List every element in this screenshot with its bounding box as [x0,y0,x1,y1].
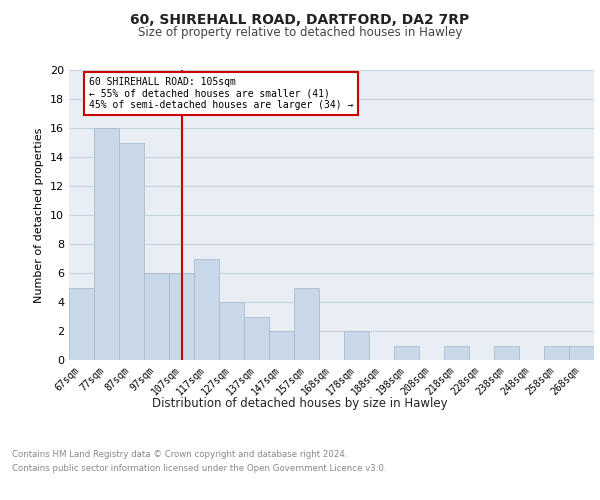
Bar [94,128,119,360]
Bar [394,346,419,360]
Text: Contains HM Land Registry data © Crown copyright and database right 2024.: Contains HM Land Registry data © Crown c… [12,450,347,459]
Bar [69,288,94,360]
Bar [294,288,319,360]
Y-axis label: Number of detached properties: Number of detached properties [34,128,44,302]
Text: Contains public sector information licensed under the Open Government Licence v3: Contains public sector information licen… [12,464,386,473]
Text: 60 SHIREHALL ROAD: 105sqm
← 55% of detached houses are smaller (41)
45% of semi-: 60 SHIREHALL ROAD: 105sqm ← 55% of detac… [89,77,353,110]
Bar [144,273,169,360]
Bar [569,346,594,360]
Bar [169,273,194,360]
Bar [544,346,569,360]
Bar [269,331,294,360]
Bar [244,316,269,360]
Text: Size of property relative to detached houses in Hawley: Size of property relative to detached ho… [138,26,462,39]
Bar [494,346,519,360]
Bar [219,302,244,360]
Bar [119,142,144,360]
Text: 60, SHIREHALL ROAD, DARTFORD, DA2 7RP: 60, SHIREHALL ROAD, DARTFORD, DA2 7RP [130,12,470,26]
Bar [194,258,219,360]
Text: Distribution of detached houses by size in Hawley: Distribution of detached houses by size … [152,398,448,410]
Bar [344,331,369,360]
Bar [444,346,469,360]
